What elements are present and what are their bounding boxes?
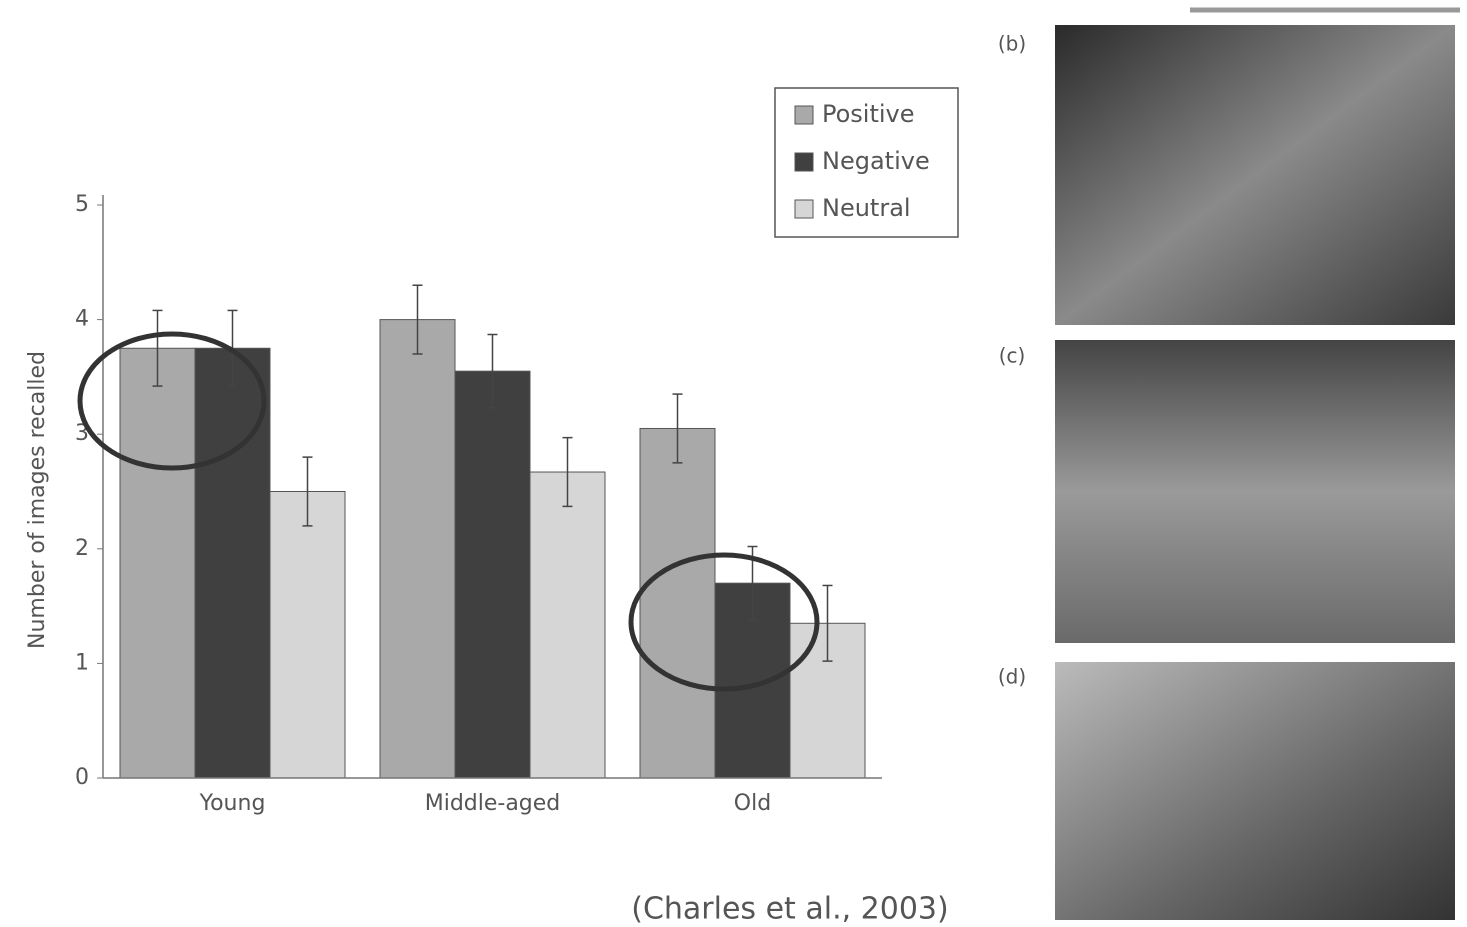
bar [194, 347, 271, 779]
highlight-circle [77, 331, 267, 471]
error-bar [562, 436, 573, 508]
error-bar [412, 284, 423, 355]
photo [1055, 340, 1455, 643]
legend-swatch [794, 152, 814, 172]
error-bar [822, 584, 833, 662]
photo [1055, 25, 1455, 325]
photo-label: (b) [998, 32, 1026, 56]
bar [454, 370, 531, 779]
highlight-circle [628, 552, 820, 692]
legend-label: Neutral [822, 194, 911, 222]
x-tick-label: Old [734, 791, 771, 816]
y-tick-label: 0 [75, 765, 89, 790]
photo [1055, 662, 1455, 920]
error-bar [672, 393, 683, 464]
citation: (Charles et al., 2003) [631, 892, 948, 927]
bar [639, 427, 716, 779]
legend-swatch [794, 199, 814, 219]
bar [269, 491, 346, 779]
x-tick-label: Young [199, 791, 266, 816]
bar [529, 471, 606, 779]
y-tick-label: 5 [75, 192, 89, 217]
bar [119, 347, 196, 779]
error-bar [487, 333, 498, 409]
error-bar [152, 309, 163, 387]
x-tick-label: Middle-aged [425, 791, 561, 816]
legend-swatch [794, 105, 814, 125]
y-tick-label: 4 [75, 307, 89, 332]
legend-label: Negative [822, 147, 930, 175]
y-axis-label: Number of images recalled [25, 351, 50, 649]
bar [379, 319, 456, 779]
legend-label: Positive [822, 100, 915, 128]
y-tick-label: 2 [75, 536, 89, 561]
photo-label: (c) [999, 344, 1026, 368]
error-bar [302, 456, 313, 527]
photo-label: (d) [998, 665, 1026, 689]
y-tick-label: 1 [75, 650, 89, 675]
